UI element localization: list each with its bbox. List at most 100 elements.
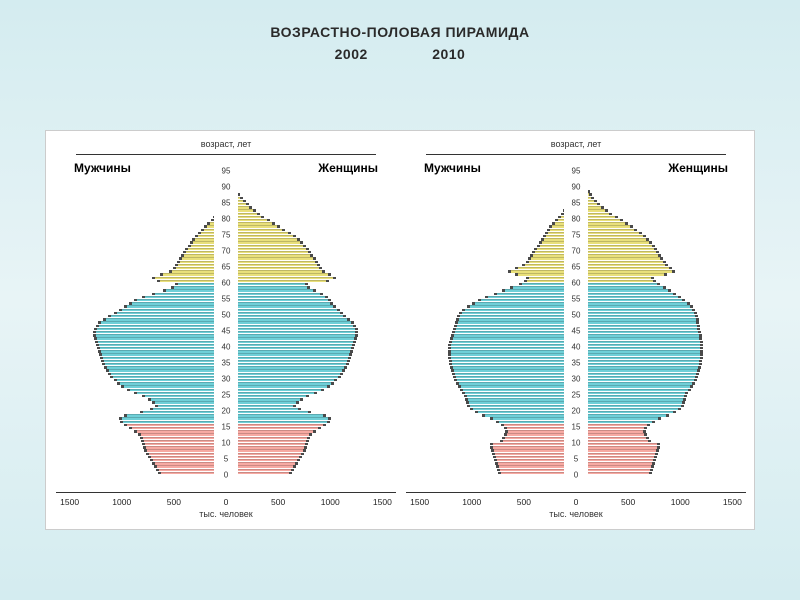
- bar-female: [226, 305, 333, 307]
- x-tick: 0: [224, 497, 229, 507]
- bar-female: [576, 289, 668, 291]
- bar-male: [99, 344, 226, 346]
- bar-female: [576, 408, 678, 410]
- bar-female: [576, 395, 684, 397]
- bar-male: [98, 341, 226, 343]
- bar-female: [576, 318, 696, 320]
- bar-male: [451, 347, 576, 349]
- bar-female: [226, 433, 309, 435]
- bar-male: [127, 305, 226, 307]
- x-tick: 500: [517, 497, 531, 507]
- x-tick: 1500: [410, 497, 429, 507]
- age-tick: 30: [564, 375, 588, 384]
- bar-male: [127, 424, 226, 426]
- pyramid-2010: возраст, летМужчиныЖенщины05101520253035…: [406, 139, 746, 519]
- bar-male: [455, 331, 576, 333]
- bar-female: [576, 325, 697, 327]
- bar-female: [226, 257, 313, 259]
- bar-female: [576, 305, 690, 307]
- bar-male: [481, 299, 576, 301]
- pyramid-2002: возраст, летМужчиныЖенщины05101520253035…: [56, 139, 396, 519]
- bar-female: [576, 257, 660, 259]
- bar-female: [226, 251, 308, 253]
- bar-female: [576, 379, 694, 381]
- slide-title: ВОЗРАСТНО-ПОЛОВАЯ ПИРАМИДА: [0, 24, 800, 40]
- bar-female: [226, 350, 350, 352]
- age-tick: 95: [214, 167, 238, 176]
- x-tick: 1000: [671, 497, 690, 507]
- bar-male: [103, 357, 226, 359]
- age-tick: 60: [214, 279, 238, 288]
- age-tick: 35: [214, 359, 238, 368]
- bar-female: [226, 427, 318, 429]
- bar-female: [226, 286, 307, 288]
- bar-female: [226, 321, 351, 323]
- bar-female: [576, 417, 658, 419]
- bar-female: [226, 347, 351, 349]
- bar-female: [226, 357, 348, 359]
- bar-female: [226, 369, 342, 371]
- bar-male: [452, 360, 576, 362]
- bar-female: [226, 430, 313, 432]
- bar-female: [226, 264, 317, 266]
- x-tick: 1000: [462, 497, 481, 507]
- bar-male: [101, 321, 226, 323]
- bar-female: [576, 357, 700, 359]
- bar-male: [457, 325, 576, 327]
- bar-male: [97, 328, 226, 330]
- bar-female: [226, 373, 340, 375]
- bar-female: [226, 376, 338, 378]
- bar-female: [576, 443, 657, 445]
- bar-male: [106, 318, 226, 320]
- bar-male: [485, 414, 576, 416]
- bar-male: [122, 417, 226, 419]
- year-row: 2002 2010: [0, 46, 800, 62]
- x-axis-label: тыс. человек: [549, 509, 602, 519]
- bar-female: [226, 254, 310, 256]
- bar-female: [226, 389, 321, 391]
- bar-male: [455, 373, 576, 375]
- x-tick: 1500: [60, 497, 79, 507]
- bar-female: [576, 347, 700, 349]
- bar-female: [576, 369, 697, 371]
- age-tick: 70: [564, 247, 588, 256]
- bar-female: [226, 395, 306, 397]
- bar-female: [226, 414, 323, 416]
- age-tick: 15: [214, 423, 238, 432]
- bar-female: [576, 273, 664, 275]
- x-tick: 1000: [112, 497, 131, 507]
- bar-male: [465, 309, 576, 311]
- bar-male: [452, 363, 576, 365]
- bar-female: [576, 302, 687, 304]
- bar-female: [576, 363, 699, 365]
- bar-male: [463, 389, 576, 391]
- bar-female: [226, 309, 337, 311]
- bar-male: [467, 395, 576, 397]
- bar-female: [226, 385, 327, 387]
- age-tick: 55: [214, 295, 238, 304]
- bar-male: [137, 430, 226, 432]
- age-tick: 70: [214, 247, 238, 256]
- bar-female: [226, 328, 355, 330]
- y-axis-title: возраст, лет: [201, 139, 251, 149]
- bar-male: [488, 296, 576, 298]
- bar-male: [457, 379, 576, 381]
- bar-male: [104, 360, 226, 362]
- bar-male: [465, 392, 576, 394]
- bar-male: [96, 331, 226, 333]
- bar-female: [226, 341, 353, 343]
- age-tick: 40: [564, 343, 588, 352]
- bar-female: [576, 267, 669, 269]
- age-tick: 55: [564, 295, 588, 304]
- bar-female: [576, 315, 695, 317]
- age-tick: 5: [564, 455, 588, 464]
- bar-female: [226, 353, 349, 355]
- bar-male: [102, 353, 226, 355]
- bar-female: [576, 366, 698, 368]
- age-tick: 20: [564, 407, 588, 416]
- x-axis-label: тыс. человек: [199, 509, 252, 519]
- bar-male: [454, 334, 576, 336]
- age-tick: 5: [214, 455, 238, 464]
- age-tick: 25: [214, 391, 238, 400]
- bar-male: [127, 414, 226, 416]
